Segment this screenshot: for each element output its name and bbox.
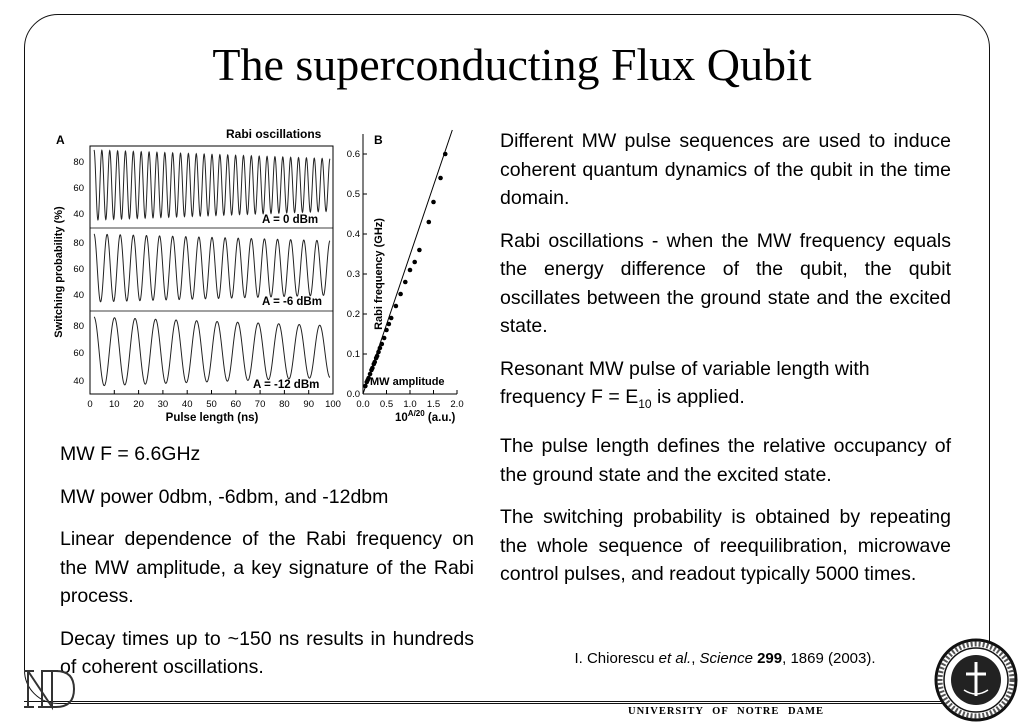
panel-a-xtick-label: 80	[279, 399, 290, 410]
left-paragraph-1: MW F = 6.6GHz	[60, 443, 201, 465]
panel-a-ylabel: Switching probability (%)	[53, 206, 65, 338]
sub2-power-label: A = -6 dBm	[262, 296, 322, 308]
rabi-trace-minus6dbm	[93, 233, 331, 303]
rabi-frequency-point	[442, 151, 448, 157]
panel-b-ytick-label: 0.0	[347, 389, 360, 400]
right-paragraph-5: The switching probability is obtained by…	[500, 506, 951, 586]
sub3-power-label: A = -12 dBm	[253, 379, 319, 391]
panel-b-xtick-label: 0.0	[356, 399, 369, 410]
right-paragraph-1: Different MW pulse sequences are used to…	[500, 130, 951, 209]
left-text-column: MW F = 6.6GHz MW power 0dbm, -6dbm, and …	[60, 440, 474, 696]
rabi-frequency-point	[366, 375, 371, 381]
footer-university: UNIVERSITY OF NOTRE DAME	[628, 706, 825, 717]
sub2-ytick-60: 60	[73, 264, 84, 275]
citation: I. Chiorescu et al., Science 299, 1869 (…	[574, 650, 876, 667]
panel-b-xlabel: 10A/20 (a.u.)	[395, 409, 456, 424]
panel-a-title: Rabi oscillations	[226, 127, 322, 141]
rabi-frequency-point	[431, 199, 436, 205]
panel-b-xtick-label: 1.0	[403, 399, 416, 410]
rabi-frequency-point	[407, 267, 413, 273]
panel-a-xtick-label: 60	[231, 399, 242, 410]
left-paragraph-2: MW power 0dbm, -6dbm, and -12dbm	[60, 485, 389, 508]
rabi-frequency-point	[417, 247, 422, 253]
panel-b-ytick-label: 0.3	[347, 269, 360, 280]
mw-amplitude-annotation: MW amplitude	[370, 376, 445, 388]
panel-b-ytick-label: 0.6	[347, 149, 360, 160]
sub1-ytick-80: 80	[73, 157, 84, 168]
rabi-frequency-point	[386, 321, 392, 327]
sub1-ytick-40: 40	[73, 209, 84, 220]
rabi-frequency-point	[374, 353, 380, 359]
panel-b-ytick-label: 0.2	[347, 309, 360, 320]
panel-b-ytick-label: 0.5	[347, 189, 360, 200]
panel-a-xtick-label: 90	[303, 399, 314, 410]
rabi-frequency-point	[377, 345, 383, 351]
panel-a-label: A	[56, 133, 65, 147]
sub3-ytick-80: 80	[73, 321, 84, 332]
rabi-frequency-point	[384, 327, 389, 333]
rabi-trace-minus12dbm	[93, 316, 331, 387]
rabi-trace-0dbm	[93, 149, 331, 222]
sub1-ytick-60: 60	[73, 183, 84, 194]
sub2-ytick-80: 80	[73, 238, 84, 249]
panel-a-xtick-label: 30	[158, 399, 169, 410]
panel-b-xtick-label: 0.5	[380, 399, 393, 410]
left-paragraph-4: Decay times up to ~150 ns results in hun…	[60, 627, 474, 679]
panel-b-label: B	[374, 133, 383, 147]
rabi-frequency-point	[438, 175, 443, 181]
sub3-ytick-60: 60	[73, 348, 84, 359]
panel-b-ytick-label: 0.4	[347, 229, 360, 240]
panel-b-xtick-label: 1.5	[427, 399, 440, 410]
rabi-frequency-point	[370, 365, 375, 371]
rabi-frequency-point	[372, 359, 378, 365]
right-paragraph-3: Resonant MW pulse of variable length wit…	[500, 357, 870, 411]
sub1-power-label: A = 0 dBm	[262, 214, 318, 226]
slide-frame	[24, 14, 990, 704]
rabi-frequency-point	[388, 315, 394, 321]
slide-title: The superconducting Flux Qubit	[212, 39, 812, 90]
panel-b-ytick-label: 0.1	[347, 349, 360, 360]
rabi-frequency-point	[412, 259, 418, 265]
rabi-frequency-point	[379, 341, 385, 347]
sub3-ytick-40: 40	[73, 376, 84, 387]
rabi-figure: A Rabi oscillations Switching probabilit…	[50, 124, 470, 434]
right-text-column: Different MW pulse sequences are used to…	[500, 127, 951, 603]
panel-a-xtick-label: 0	[87, 399, 92, 410]
rabi-figure-svg: A Rabi oscillations Switching probabilit…	[53, 127, 464, 424]
rabi-frequency-point	[376, 349, 381, 355]
rabi-frequency-point	[426, 219, 432, 225]
panel-a-xtick-label: 40	[182, 399, 193, 410]
panel-a-xtick-label: 50	[206, 399, 217, 410]
panel-a-xtick-label: 100	[325, 399, 341, 410]
nd-monogram-logo	[24, 670, 76, 711]
panel-b-ylabel: Rabi frequency (GHz)	[373, 218, 385, 330]
panel-a-xtick-label: 20	[133, 399, 144, 410]
rabi-frequency-point	[398, 291, 403, 297]
panel-b-xtick-label: 2.0	[450, 399, 463, 410]
sub2-ytick-40: 40	[73, 290, 84, 301]
rabi-frequency-point	[367, 371, 373, 377]
university-seal	[934, 638, 1018, 722]
rabi-frequency-point	[393, 303, 399, 309]
rabi-frequency-point	[381, 335, 387, 341]
footer-rule	[24, 701, 990, 702]
right-paragraph-2: Rabi oscillations - when the MW frequenc…	[500, 229, 951, 338]
rabi-frequency-point	[363, 383, 368, 389]
rabi-frequency-point	[403, 279, 408, 285]
right-paragraph-4: The pulse length defines the relative oc…	[500, 435, 951, 486]
panel-a-xtick-label: 70	[255, 399, 266, 410]
left-paragraph-3: Linear dependence of the Rabi frequency …	[60, 528, 474, 607]
panel-a-xlabel: Pulse length (ns)	[166, 412, 259, 424]
panel-a-xtick-label: 10	[109, 399, 120, 410]
